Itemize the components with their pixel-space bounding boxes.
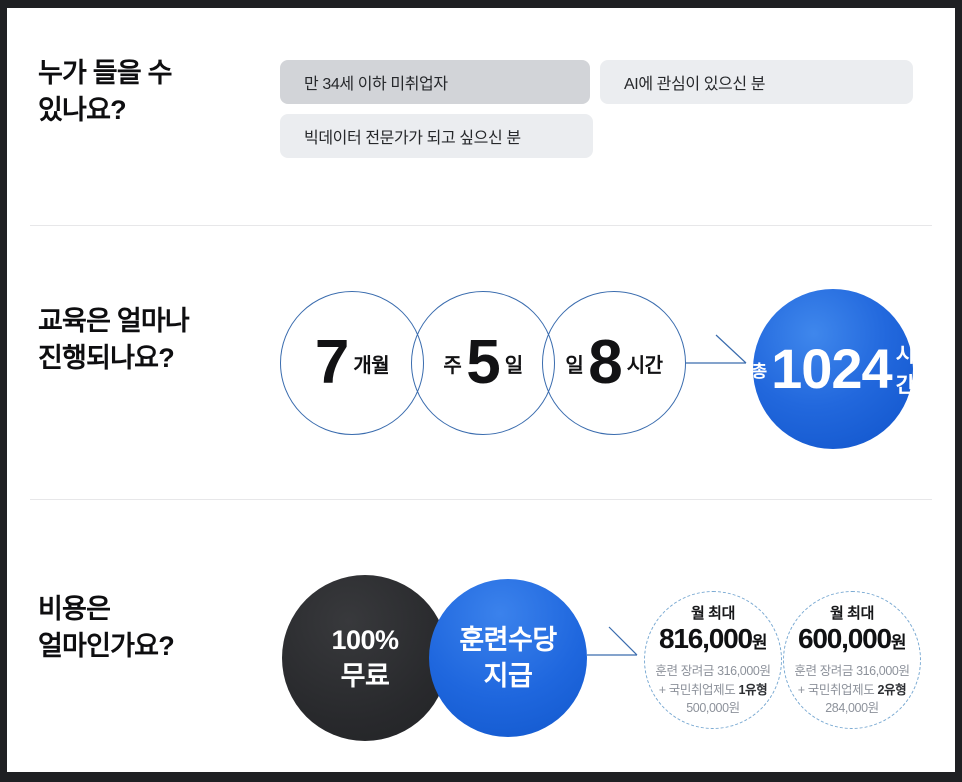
days-value: 5	[466, 328, 500, 397]
allowance-line2: 지급	[483, 661, 533, 691]
duration-circle-hours: 일 8 시간	[542, 291, 686, 435]
info-card: 누가 들을 수 있나요? 만 34세 이하 미취업자 AI에 관심이 있으신 분…	[7, 8, 955, 772]
benefit2-detail-line1: 훈련 장려금 316,000원	[794, 663, 910, 678]
duration-circle-days: 주 5 일	[411, 291, 555, 435]
allowance-circle: 훈련수당 지급	[429, 579, 587, 737]
months-suffix: 개월	[353, 354, 390, 377]
section-duration: 교육은 얼마나 진행되나요? 7 개월 주 5 일 일 8 시간	[7, 226, 955, 499]
duration-title-line1: 교육은 얼마나	[38, 306, 190, 336]
benefit1-detail: 훈련 장려금 316,000원 + 국민취업제도 1유형 500,000원	[655, 662, 771, 718]
benefit-circle-type1: 월 최대 816,000원 훈련 장려금 316,000원 + 국민취업제도 1…	[644, 591, 782, 729]
benefit1-detail-line2: + 국민취업제도 1유형	[655, 681, 770, 700]
benefit1-won: 원	[751, 632, 768, 652]
hours-suffix: 시간	[626, 354, 663, 377]
benefit1-detail-line3: 500,000원	[686, 701, 740, 716]
duration-title: 교육은 얼마나 진행되나요?	[38, 303, 190, 378]
chip-age-under-34[interactable]: 만 34세 이하 미취업자	[280, 60, 590, 104]
benefit1-detail-line2-text: + 국민취업제도	[658, 682, 739, 697]
hours-prefix: 일	[565, 354, 584, 377]
eligibility-title-line1: 누가 들을 수	[38, 58, 172, 88]
cost-title-line2: 얼마인가요?	[38, 631, 175, 662]
section-divider	[30, 225, 932, 226]
chip-interested-in-ai[interactable]: AI에 관심이 있으신 분	[600, 60, 913, 104]
section-eligibility: 누가 들을 수 있나요? 만 34세 이하 미취업자 AI에 관심이 있으신 분…	[7, 8, 955, 225]
total-value: 1024	[771, 337, 893, 400]
arrow-right-icon	[587, 626, 638, 656]
benefit1-type-label: 1유형	[738, 682, 768, 697]
months-value: 7	[314, 328, 349, 397]
benefit2-amount-number: 600,000	[798, 622, 892, 654]
benefit2-amount: 600,000원	[798, 623, 906, 655]
benefit1-amount: 816,000원	[659, 623, 767, 655]
days-suffix: 일	[504, 354, 523, 377]
eligibility-title-line2: 있나요?	[38, 95, 127, 126]
benefit2-detail: 훈련 장려금 316,000원 + 국민취업제도 2유형 284,000원	[794, 662, 910, 718]
days-prefix: 주	[443, 354, 462, 377]
free-line1: 100%	[331, 624, 399, 655]
cost-title: 비용은 얼마인가요?	[38, 591, 175, 666]
free-line2: 무료	[340, 661, 390, 691]
benefit1-cap: 월 최대	[691, 604, 735, 622]
arrow-right-icon	[686, 334, 747, 364]
benefit1-amount-number: 816,000	[659, 622, 753, 654]
eligibility-title: 누가 들을 수 있나요?	[38, 55, 172, 130]
benefit2-won: 원	[890, 632, 907, 652]
total-hours-circle: 총 1024 시간	[751, 289, 915, 449]
hours-value: 8	[588, 328, 622, 397]
eligibility-chip-list: 만 34세 이하 미취업자 AI에 관심이 있으신 분 빅데이터 전문가가 되고…	[280, 60, 930, 158]
duration-title-line2: 진행되나요?	[38, 343, 175, 374]
chip-bigdata-expert[interactable]: 빅데이터 전문가가 되고 싶으신 분	[280, 114, 593, 158]
section-divider	[30, 499, 932, 500]
benefit2-type-label: 2유형	[877, 682, 907, 697]
allowance-line1: 훈련수당	[459, 624, 557, 655]
benefit1-detail-line1: 훈련 장려금 316,000원	[655, 663, 771, 678]
cost-title-line1: 비용은	[38, 594, 111, 624]
total-prefix: 총	[751, 361, 768, 381]
total-suffix: 시간	[895, 344, 915, 397]
benefit2-detail-line3: 284,000원	[825, 701, 879, 716]
benefit2-detail-line2: + 국민취업제도 2유형	[794, 681, 909, 700]
duration-circle-months: 7 개월	[280, 291, 424, 435]
benefit2-detail-line2-text: + 국민취업제도	[797, 682, 878, 697]
benefit-circle-type2: 월 최대 600,000원 훈련 장려금 316,000원 + 국민취업제도 2…	[783, 591, 921, 729]
section-cost: 비용은 얼마인가요? 100% 무료 훈련수당 지급 월 최대 816,000원…	[7, 500, 955, 772]
benefit2-cap: 월 최대	[830, 604, 874, 622]
free-circle: 100% 무료	[282, 575, 448, 741]
